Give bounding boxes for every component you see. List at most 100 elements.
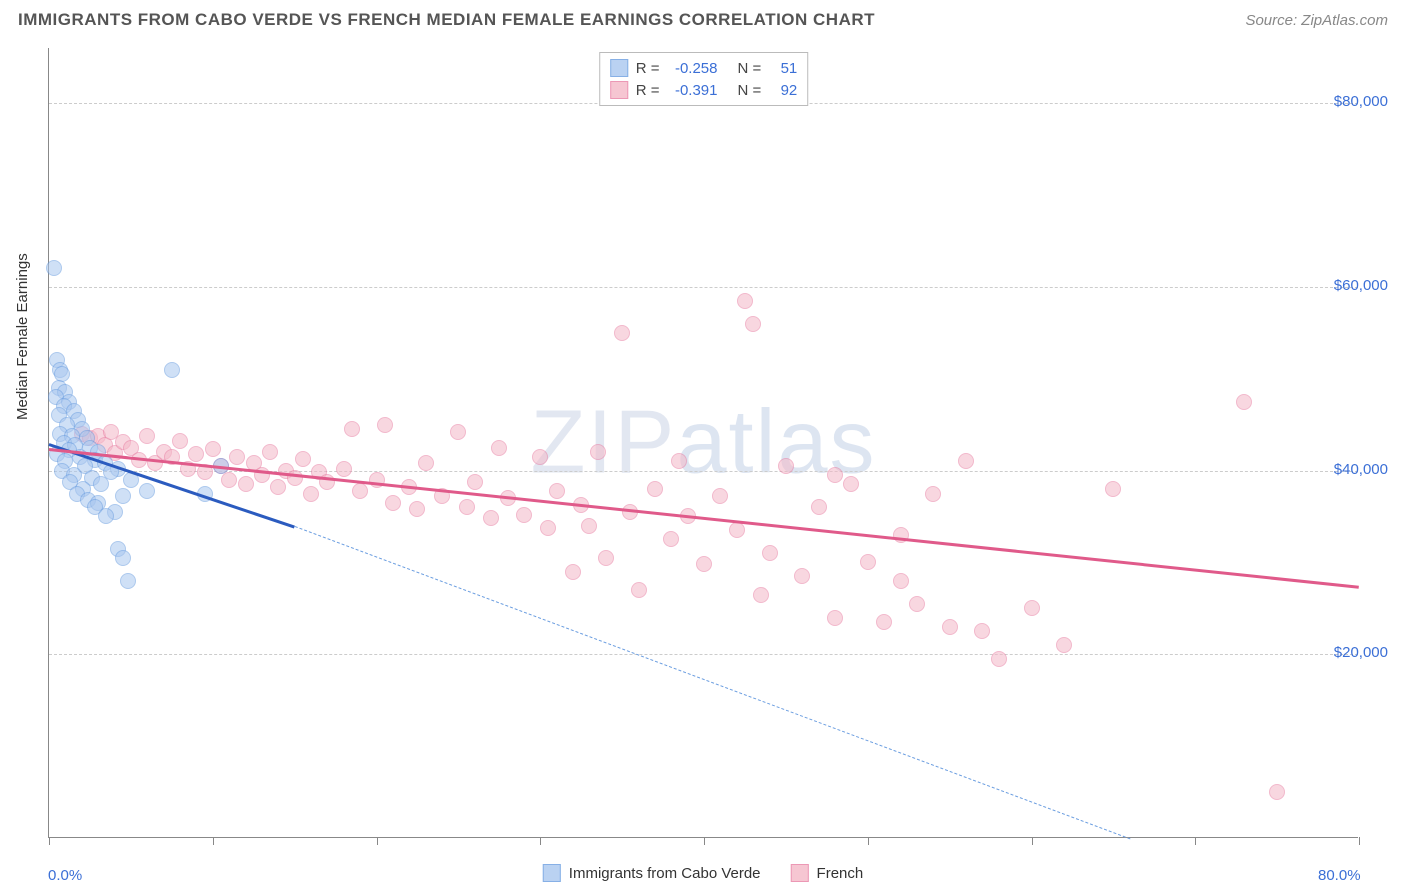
scatter-point bbox=[205, 441, 221, 457]
scatter-point bbox=[352, 483, 368, 499]
watermark-bold: ZIP bbox=[530, 392, 676, 492]
scatter-point bbox=[164, 362, 180, 378]
scatter-point bbox=[303, 486, 319, 502]
grid-line bbox=[49, 654, 1358, 655]
scatter-point bbox=[1056, 637, 1072, 653]
x-tick-label: 80.0% bbox=[1318, 867, 1361, 884]
scatter-point bbox=[581, 518, 597, 534]
scatter-point bbox=[1236, 394, 1252, 410]
x-tick-mark bbox=[704, 837, 705, 845]
scatter-point bbox=[450, 424, 466, 440]
scatter-point bbox=[647, 481, 663, 497]
scatter-point bbox=[139, 483, 155, 499]
scatter-point bbox=[778, 458, 794, 474]
stat-r-label: R = bbox=[636, 82, 660, 99]
scatter-point bbox=[418, 455, 434, 471]
scatter-point bbox=[115, 488, 131, 504]
legend-item: Immigrants from Cabo Verde bbox=[543, 864, 761, 882]
x-tick-mark bbox=[377, 837, 378, 845]
scatter-point bbox=[843, 476, 859, 492]
scatter-point bbox=[909, 596, 925, 612]
scatter-point bbox=[532, 449, 548, 465]
legend-item: French bbox=[791, 864, 864, 882]
scatter-point bbox=[663, 531, 679, 547]
scatter-point bbox=[270, 479, 286, 495]
scatter-point bbox=[712, 488, 728, 504]
x-tick-mark bbox=[213, 837, 214, 845]
stats-row: R =-0.258N =51 bbox=[610, 57, 798, 79]
scatter-point bbox=[295, 451, 311, 467]
legend-swatch bbox=[791, 864, 809, 882]
scatter-point bbox=[1105, 481, 1121, 497]
y-tick-label: $80,000 bbox=[1334, 93, 1388, 110]
x-tick-label: 0.0% bbox=[48, 867, 82, 884]
scatter-point bbox=[409, 501, 425, 517]
scatter-point bbox=[221, 472, 237, 488]
scatter-point bbox=[631, 582, 647, 598]
scatter-point bbox=[958, 453, 974, 469]
scatter-point bbox=[696, 556, 712, 572]
grid-line bbox=[49, 287, 1358, 288]
y-tick-label: $40,000 bbox=[1334, 461, 1388, 478]
scatter-point bbox=[925, 486, 941, 502]
scatter-point bbox=[827, 610, 843, 626]
scatter-point bbox=[172, 433, 188, 449]
scatter-point bbox=[737, 293, 753, 309]
scatter-point bbox=[549, 483, 565, 499]
stat-r-value: -0.391 bbox=[668, 82, 718, 99]
x-tick-mark bbox=[1195, 837, 1196, 845]
legend-label: French bbox=[817, 865, 864, 882]
scatter-point bbox=[377, 417, 393, 433]
scatter-point bbox=[262, 444, 278, 460]
x-tick-mark bbox=[1032, 837, 1033, 845]
scatter-point bbox=[1024, 600, 1040, 616]
scatter-point bbox=[876, 614, 892, 630]
y-axis-label: Median Female Earnings bbox=[14, 253, 31, 420]
scatter-point bbox=[598, 550, 614, 566]
stats-legend: R =-0.258N =51R =-0.391N =92 bbox=[599, 52, 809, 106]
scatter-point bbox=[671, 453, 687, 469]
scatter-point bbox=[385, 495, 401, 511]
y-tick-label: $60,000 bbox=[1334, 277, 1388, 294]
scatter-point bbox=[974, 623, 990, 639]
scatter-point bbox=[991, 651, 1007, 667]
scatter-point bbox=[516, 507, 532, 523]
y-tick-label: $20,000 bbox=[1334, 644, 1388, 661]
scatter-point bbox=[483, 510, 499, 526]
scatter-point bbox=[590, 444, 606, 460]
scatter-point bbox=[811, 499, 827, 515]
stat-n-value: 92 bbox=[769, 82, 797, 99]
chart-title: IMMIGRANTS FROM CABO VERDE VS FRENCH MED… bbox=[18, 10, 875, 30]
legend-swatch bbox=[610, 81, 628, 99]
scatter-point bbox=[860, 554, 876, 570]
chart-source: Source: ZipAtlas.com bbox=[1245, 12, 1388, 29]
scatter-point bbox=[794, 568, 810, 584]
scatter-point bbox=[344, 421, 360, 437]
scatter-point bbox=[139, 428, 155, 444]
stat-r-value: -0.258 bbox=[668, 60, 718, 77]
scatter-point bbox=[491, 440, 507, 456]
legend-swatch bbox=[610, 59, 628, 77]
watermark: ZIPatlas bbox=[530, 391, 876, 494]
scatter-point bbox=[467, 474, 483, 490]
scatter-point bbox=[229, 449, 245, 465]
bottom-legend: Immigrants from Cabo Verde French bbox=[543, 864, 863, 882]
x-tick-mark bbox=[49, 837, 50, 845]
scatter-point bbox=[745, 316, 761, 332]
scatter-point bbox=[93, 476, 109, 492]
scatter-point bbox=[120, 573, 136, 589]
legend-label: Immigrants from Cabo Verde bbox=[569, 865, 761, 882]
trend-projection bbox=[294, 526, 1129, 839]
stats-row: R =-0.391N =92 bbox=[610, 79, 798, 101]
scatter-point bbox=[762, 545, 778, 561]
scatter-point bbox=[827, 467, 843, 483]
scatter-point bbox=[565, 564, 581, 580]
scatter-point bbox=[753, 587, 769, 603]
scatter-point bbox=[188, 446, 204, 462]
legend-swatch bbox=[543, 864, 561, 882]
scatter-point bbox=[115, 550, 131, 566]
scatter-point bbox=[893, 573, 909, 589]
scatter-point bbox=[98, 508, 114, 524]
plot-area: ZIPatlas R =-0.258N =51R =-0.391N =92 bbox=[48, 48, 1358, 838]
scatter-point bbox=[336, 461, 352, 477]
